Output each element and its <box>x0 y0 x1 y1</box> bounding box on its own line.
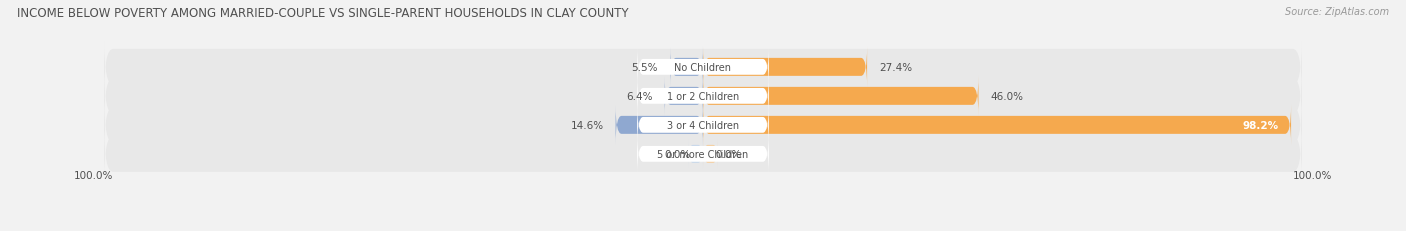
Text: 0.0%: 0.0% <box>716 149 741 159</box>
FancyBboxPatch shape <box>104 42 1302 93</box>
FancyBboxPatch shape <box>703 76 979 116</box>
Text: 5 or more Children: 5 or more Children <box>658 149 748 159</box>
Text: 46.0%: 46.0% <box>990 91 1024 101</box>
Text: No Children: No Children <box>675 63 731 73</box>
FancyBboxPatch shape <box>703 140 718 168</box>
Text: 98.2%: 98.2% <box>1243 120 1279 130</box>
Text: 6.4%: 6.4% <box>626 91 652 101</box>
FancyBboxPatch shape <box>703 48 868 88</box>
FancyBboxPatch shape <box>104 129 1302 180</box>
FancyBboxPatch shape <box>104 71 1302 122</box>
FancyBboxPatch shape <box>703 105 1291 145</box>
Text: INCOME BELOW POVERTY AMONG MARRIED-COUPLE VS SINGLE-PARENT HOUSEHOLDS IN CLAY CO: INCOME BELOW POVERTY AMONG MARRIED-COUPL… <box>17 7 628 20</box>
Text: 27.4%: 27.4% <box>879 63 912 73</box>
Text: 0.0%: 0.0% <box>665 149 690 159</box>
Text: Source: ZipAtlas.com: Source: ZipAtlas.com <box>1285 7 1389 17</box>
Text: 5.5%: 5.5% <box>631 63 658 73</box>
Text: 3 or 4 Children: 3 or 4 Children <box>666 120 740 130</box>
FancyBboxPatch shape <box>104 100 1302 151</box>
Text: 100.0%: 100.0% <box>1292 170 1331 180</box>
Text: 14.6%: 14.6% <box>571 120 603 130</box>
FancyBboxPatch shape <box>688 140 703 168</box>
FancyBboxPatch shape <box>616 105 703 145</box>
FancyBboxPatch shape <box>637 104 769 146</box>
FancyBboxPatch shape <box>665 76 703 116</box>
Text: 100.0%: 100.0% <box>75 170 114 180</box>
FancyBboxPatch shape <box>637 47 769 88</box>
FancyBboxPatch shape <box>637 133 769 175</box>
FancyBboxPatch shape <box>671 48 703 88</box>
Text: 1 or 2 Children: 1 or 2 Children <box>666 91 740 101</box>
FancyBboxPatch shape <box>637 76 769 117</box>
